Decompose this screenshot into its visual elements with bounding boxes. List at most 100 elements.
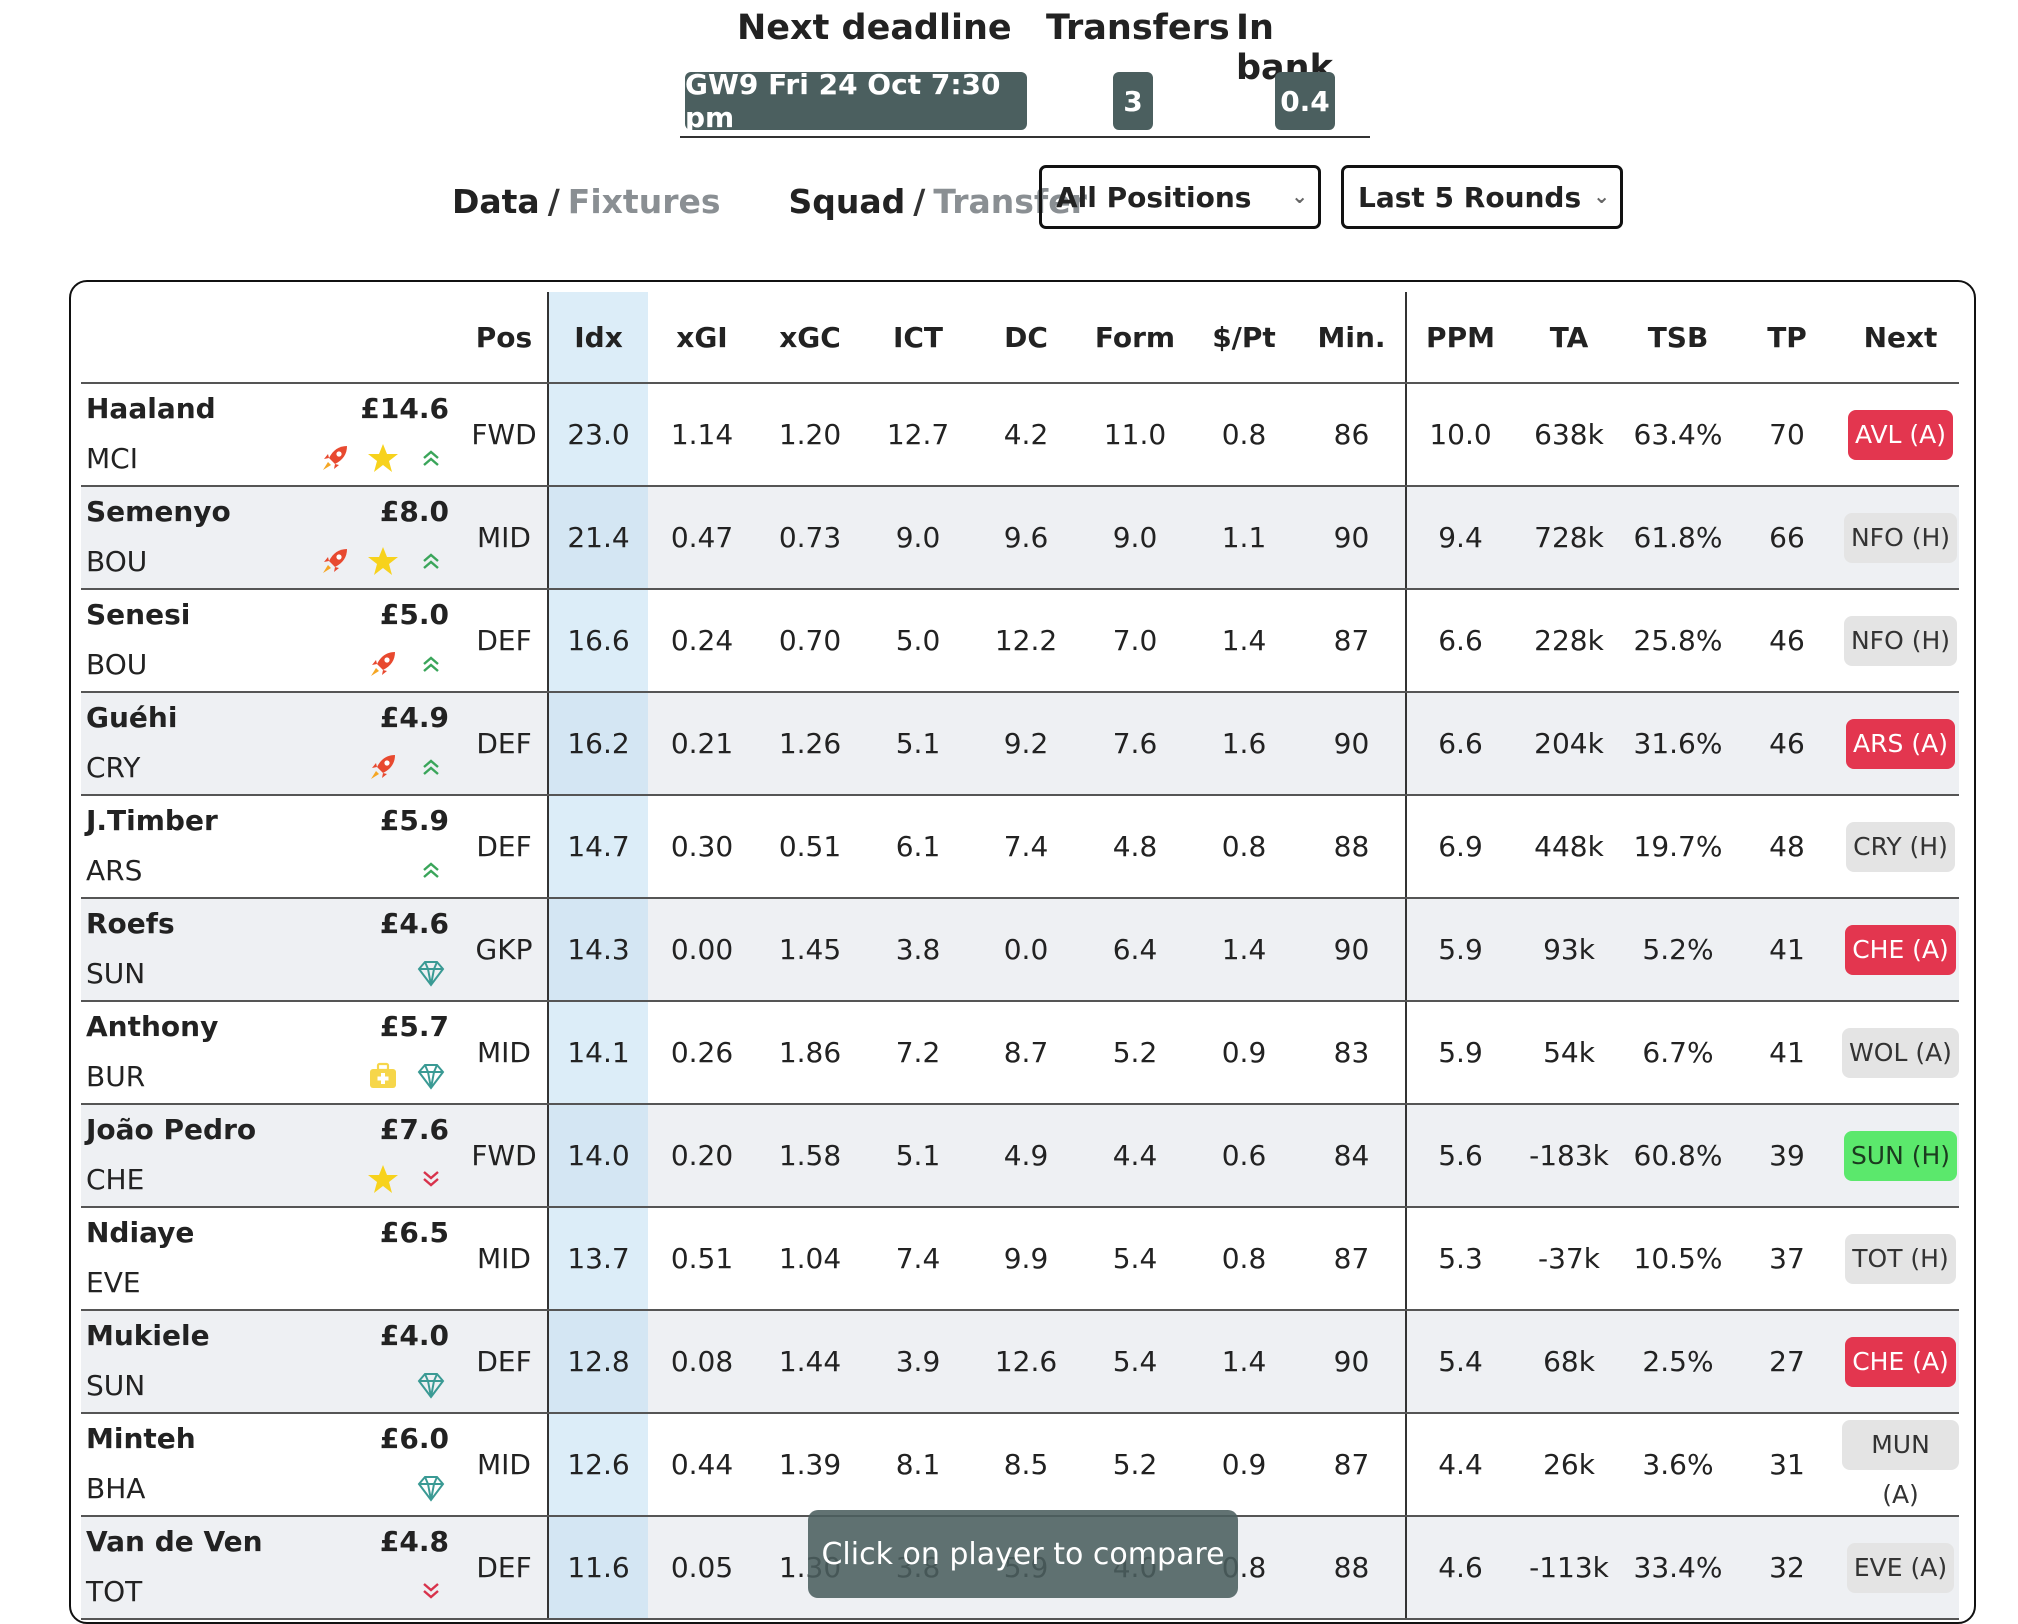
rounds-select-value: Last 5 Rounds bbox=[1358, 180, 1582, 214]
player-name: Ndiaye bbox=[86, 1216, 195, 1249]
chevrons-down-icon bbox=[415, 1575, 447, 1607]
col-header-ict[interactable]: ICT bbox=[864, 292, 972, 384]
cell-ppm: 6.9 bbox=[1406, 795, 1514, 899]
cell-ict: 7.4 bbox=[864, 1207, 972, 1311]
col-header-tp[interactable]: TP bbox=[1732, 292, 1842, 384]
cell-xgc: 0.51 bbox=[756, 795, 864, 899]
table-row[interactable]: Haaland £14.6 MCI FWD 23.0 1.14 1.20 12.7 4.2 11.… bbox=[81, 383, 1959, 487]
next-fixture-badge: NFO (H) bbox=[1843, 615, 1957, 666]
cell-pos: MID bbox=[461, 1001, 548, 1105]
col-header-dc[interactable]: DC bbox=[972, 292, 1080, 384]
table-row[interactable]: Anthony £5.7 BUR MID 14.1 0.26 1.86 7.2 8.7 5.2 0.… bbox=[81, 1001, 1959, 1105]
col-header-tsb[interactable]: TSB bbox=[1624, 292, 1732, 384]
player-cell[interactable]: Semenyo £8.0 BOU bbox=[81, 486, 461, 590]
player-status-icons bbox=[415, 1573, 447, 1609]
table-row[interactable]: Semenyo £8.0 BOU MID 21.4 0.47 0.73 9.0 9.6 9.0 1.… bbox=[81, 486, 1959, 590]
table-row[interactable]: Ndiaye £6.5 EVE MID 13.7 0.51 1.04 7.4 9.9 5.4 0.8… bbox=[81, 1207, 1959, 1311]
cell-ict: 3.8 bbox=[864, 898, 972, 1002]
col-header-ppm[interactable]: PPM bbox=[1406, 292, 1514, 384]
cell-next: CHE (A) bbox=[1842, 898, 1959, 1002]
positions-select[interactable]: All Positions ⌄ bbox=[1039, 165, 1321, 229]
player-status-icons bbox=[367, 646, 447, 682]
player-price: £4.0 bbox=[379, 1319, 449, 1352]
rounds-select[interactable]: Last 5 Rounds ⌄ bbox=[1341, 165, 1623, 229]
squad-link[interactable]: Squad bbox=[788, 181, 906, 221]
col-header-next[interactable]: Next bbox=[1842, 292, 1959, 384]
col-header-form[interactable]: Form bbox=[1080, 292, 1190, 384]
cell-idx: 13.7 bbox=[547, 1207, 648, 1311]
table-row[interactable]: Minteh £6.0 BHA MID 12.6 0.44 1.39 8.1 8.5 5.2 0.9… bbox=[81, 1413, 1959, 1517]
cell-xgi: 1.14 bbox=[648, 383, 756, 487]
players-table-panel: Pos Idx xGI xGC ICT DC Form $/Pt Min. PPM TA TSB TP N… bbox=[69, 280, 1976, 1624]
col-header-pos[interactable]: Pos bbox=[461, 292, 548, 384]
star-icon bbox=[367, 442, 399, 474]
next-fixture-badge: NFO (H) bbox=[1843, 512, 1957, 563]
cell-idx: 14.3 bbox=[547, 898, 648, 1002]
player-cell[interactable]: Senesi £5.0 BOU bbox=[81, 589, 461, 693]
player-name: Minteh bbox=[86, 1422, 196, 1455]
cell-next: EVE (A) bbox=[1842, 1516, 1959, 1620]
player-cell[interactable]: Mukiele £4.0 SUN bbox=[81, 1310, 461, 1414]
cell-pos: FWD bbox=[461, 1104, 548, 1208]
player-cell[interactable]: Minteh £6.0 BHA bbox=[81, 1413, 461, 1517]
cell-ta: 204k bbox=[1514, 692, 1624, 796]
cell-dc: 8.5 bbox=[972, 1413, 1080, 1517]
star-icon bbox=[367, 1163, 399, 1195]
cell-min: 90 bbox=[1298, 486, 1407, 590]
deadline-header: Next deadline Transfers In bank GW9 Fri … bbox=[680, 0, 1380, 140]
cell-pos: DEF bbox=[461, 692, 548, 796]
table-row[interactable]: J.Timber £5.9 ARS DEF 14.7 0.30 0.51 6.1 7.4 4.8 0… bbox=[81, 795, 1959, 899]
rocket-icon bbox=[367, 648, 399, 680]
col-header-ta[interactable]: TA bbox=[1514, 292, 1624, 384]
col-header-xgi[interactable]: xGI bbox=[648, 292, 756, 384]
player-cell[interactable]: Ndiaye £6.5 EVE bbox=[81, 1207, 461, 1311]
player-cell[interactable]: Van de Ven £4.8 TOT bbox=[81, 1516, 461, 1620]
cell-next: TOT (H) bbox=[1842, 1207, 1959, 1311]
cell-min: 83 bbox=[1298, 1001, 1407, 1105]
deadline-label: Next deadline bbox=[737, 8, 1012, 48]
cell-min: 87 bbox=[1298, 589, 1407, 693]
table-row[interactable]: João Pedro £7.6 CHE FWD 14.0 0.20 1.58 5.1 4.9 4.… bbox=[81, 1104, 1959, 1208]
nav-separator: / bbox=[547, 181, 560, 221]
cell-dc: 8.7 bbox=[972, 1001, 1080, 1105]
col-header-xgc[interactable]: xGC bbox=[756, 292, 864, 384]
cell-ppm: 10.0 bbox=[1406, 383, 1514, 487]
player-name: Semenyo bbox=[86, 495, 231, 528]
player-cell[interactable]: Roefs £4.6 SUN bbox=[81, 898, 461, 1002]
table-row[interactable]: Guéhi £4.9 CRY DEF 16.2 0.21 1.26 5.1 9.2 7.6 1.6 9… bbox=[81, 692, 1959, 796]
table-body: Haaland £14.6 MCI FWD 23.0 1.14 1.20 12.7 4.2 11.… bbox=[81, 383, 1959, 1620]
table-row[interactable]: Mukiele £4.0 SUN DEF 12.8 0.08 1.44 3.9 12.6 5.4 1… bbox=[81, 1310, 1959, 1414]
player-status-icons bbox=[319, 440, 447, 476]
table-row[interactable]: Senesi £5.0 BOU DEF 16.6 0.24 0.70 5.0 12.2 7.0 1.… bbox=[81, 589, 1959, 693]
player-cell[interactable]: Haaland £14.6 MCI bbox=[81, 383, 461, 487]
player-price: £4.9 bbox=[379, 701, 449, 734]
cell-xgi: 0.21 bbox=[648, 692, 756, 796]
fixtures-link[interactable]: Fixtures bbox=[567, 181, 721, 221]
data-link[interactable]: Data bbox=[452, 181, 540, 221]
table-row[interactable]: Roefs £4.6 SUN GKP 14.3 0.00 1.45 3.8 0.0 6.4 1.4 9… bbox=[81, 898, 1959, 1002]
cell-next: WOL (A) bbox=[1842, 1001, 1959, 1105]
cell-idx: 21.4 bbox=[547, 486, 648, 590]
player-cell[interactable]: João Pedro £7.6 CHE bbox=[81, 1104, 461, 1208]
next-fixture-badge: MUN (A) bbox=[1842, 1419, 1959, 1509]
cell-idx: 23.0 bbox=[547, 383, 648, 487]
transfer-link[interactable]: Transfer bbox=[933, 181, 1087, 221]
diamond-icon bbox=[415, 1060, 447, 1092]
chevrons-up-icon bbox=[415, 648, 447, 680]
cell-next: ARS (A) bbox=[1842, 692, 1959, 796]
player-cell[interactable]: Guéhi £4.9 CRY bbox=[81, 692, 461, 796]
diamond-icon bbox=[415, 1369, 447, 1401]
col-header-ppt[interactable]: $/Pt bbox=[1190, 292, 1298, 384]
cell-form: 5.2 bbox=[1080, 1413, 1190, 1517]
cell-xgi: 0.00 bbox=[648, 898, 756, 1002]
cell-min: 84 bbox=[1298, 1104, 1407, 1208]
player-price: £8.0 bbox=[379, 495, 449, 528]
col-header-min[interactable]: Min. bbox=[1298, 292, 1407, 384]
cell-ppt: 1.4 bbox=[1190, 898, 1298, 1002]
col-header-idx[interactable]: Idx bbox=[547, 292, 648, 384]
cell-tsb: 33.4% bbox=[1624, 1516, 1732, 1620]
player-cell[interactable]: Anthony £5.7 BUR bbox=[81, 1001, 461, 1105]
player-cell[interactable]: J.Timber £5.9 ARS bbox=[81, 795, 461, 899]
cell-next: NFO (H) bbox=[1842, 589, 1959, 693]
cell-tsb: 3.6% bbox=[1624, 1413, 1732, 1517]
